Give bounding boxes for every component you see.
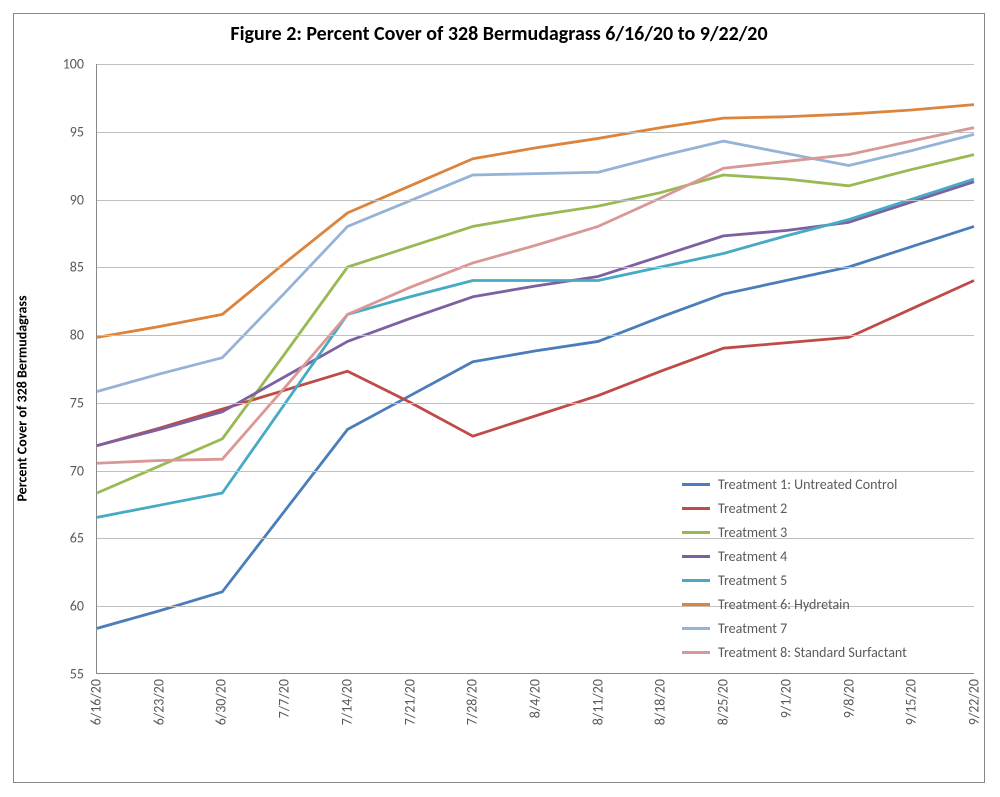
legend-label: Treatment 4 — [718, 548, 787, 565]
legend-label: Treatment 2 — [718, 500, 787, 517]
y-tick-label: 75 — [44, 394, 84, 411]
legend-item: Treatment 8: Standard Surfactant — [682, 640, 962, 664]
x-tick-label: 7/28/20 — [464, 679, 481, 725]
series-line — [97, 281, 974, 446]
y-axis-label: Percent Cover of 328 Bermudagrass — [8, 14, 36, 782]
legend: Treatment 1: Untreated Control Treatment … — [682, 472, 962, 664]
legend-item: Treatment 1: Untreated Control — [682, 472, 962, 496]
legend-swatch — [682, 555, 710, 558]
legend-swatch — [682, 627, 710, 630]
legend-label: Treatment 5 — [718, 572, 787, 589]
legend-item: Treatment 3 — [682, 520, 962, 544]
x-tick-label: 8/11/20 — [589, 679, 606, 725]
y-axis-label-text: Percent Cover of 328 Bermudagrass — [14, 295, 31, 501]
x-tick-label: 6/23/20 — [150, 679, 167, 725]
y-tick-label: 90 — [44, 191, 84, 208]
y-tick-label: 65 — [44, 530, 84, 547]
legend-swatch — [682, 531, 710, 534]
legend-label: Treatment 1: Untreated Control — [718, 476, 897, 493]
gridline — [97, 200, 974, 201]
series-line — [97, 128, 974, 464]
gridline — [97, 64, 974, 65]
x-tick-label: 9/8/20 — [840, 679, 857, 718]
x-tick-label: 8/4/20 — [527, 679, 544, 718]
gridline — [97, 132, 974, 133]
x-tick-label: 6/16/20 — [88, 679, 105, 725]
x-tick-label: 8/25/20 — [715, 679, 732, 725]
series-line — [97, 179, 974, 517]
y-tick-label: 100 — [44, 56, 84, 73]
y-tick-label: 80 — [44, 327, 84, 344]
gridline — [97, 335, 974, 336]
legend-swatch — [682, 579, 710, 582]
legend-label: Treatment 8: Standard Surfactant — [718, 644, 907, 661]
legend-item: Treatment 2 — [682, 496, 962, 520]
gridline — [97, 403, 974, 404]
series-line — [97, 134, 974, 391]
legend-swatch — [682, 603, 710, 606]
legend-swatch — [682, 507, 710, 510]
chart-container: Figure 2: Percent Cover of 328 Bermudagr… — [13, 13, 985, 783]
legend-item: Treatment 4 — [682, 544, 962, 568]
x-tick-label: 9/22/20 — [966, 679, 983, 725]
y-tick-label: 60 — [44, 598, 84, 615]
x-tick-label: 7/7/20 — [276, 679, 293, 718]
legend-swatch — [682, 483, 710, 486]
series-line — [97, 155, 974, 493]
legend-label: Treatment 7 — [718, 620, 787, 637]
legend-item: Treatment 5 — [682, 568, 962, 592]
legend-item: Treatment 6: Hydretain — [682, 592, 962, 616]
x-tick-label: 9/15/20 — [903, 679, 920, 725]
legend-label: Treatment 3 — [718, 524, 787, 541]
legend-item: Treatment 7 — [682, 616, 962, 640]
chart-title: Figure 2: Percent Cover of 328 Bermudagr… — [14, 22, 984, 46]
y-tick-label: 95 — [44, 123, 84, 140]
x-tick-label: 6/30/20 — [213, 679, 230, 725]
x-tick-label: 8/18/20 — [652, 679, 669, 725]
y-tick-label: 70 — [44, 462, 84, 479]
x-tick-label: 9/1/20 — [777, 679, 794, 718]
x-tick-label: 7/14/20 — [338, 679, 355, 725]
legend-swatch — [682, 651, 710, 654]
gridline — [97, 267, 974, 268]
y-tick-label: 85 — [44, 259, 84, 276]
x-tick-label: 7/21/20 — [401, 679, 418, 725]
legend-label: Treatment 6: Hydretain — [718, 596, 850, 613]
y-tick-label: 55 — [44, 666, 84, 683]
